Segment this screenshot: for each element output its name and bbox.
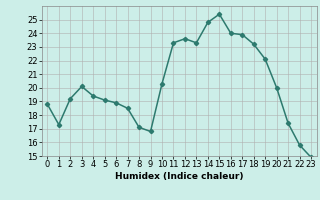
X-axis label: Humidex (Indice chaleur): Humidex (Indice chaleur) [115, 172, 244, 181]
